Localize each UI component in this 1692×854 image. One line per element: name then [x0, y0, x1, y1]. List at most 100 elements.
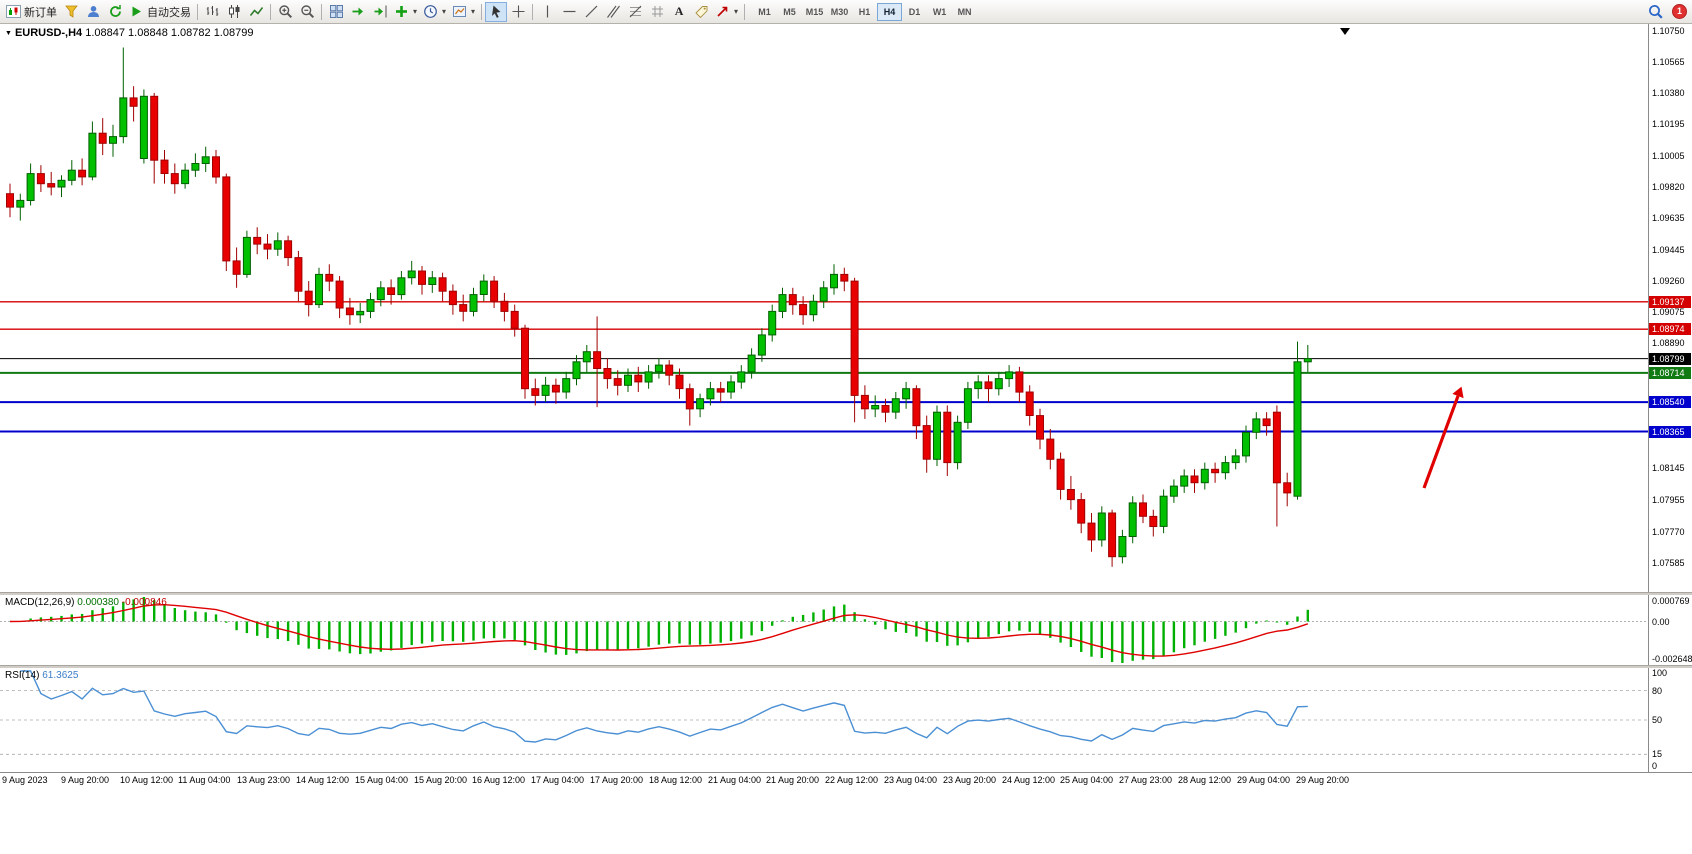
price-tick: 1.09445 — [1652, 245, 1685, 255]
time-axis-label: 17 Aug 20:00 — [590, 775, 644, 785]
line-chart-icon — [249, 7, 263, 16]
rsi-name: RSI(14) — [5, 670, 40, 681]
symbol-ohlc-line: EURUSD-,H4 1.08847 1.08848 1.08782 1.087… — [5, 27, 253, 39]
time-axis-label: 9 Aug 2023 — [2, 775, 48, 785]
search-icon — [1649, 4, 1663, 19]
macd-signal-value: -0.000846 — [121, 597, 167, 608]
crosshair-tool-button[interactable] — [507, 2, 529, 22]
timeframe-button-mn[interactable]: MN — [952, 3, 977, 21]
timeframe-button-m15[interactable]: M15 — [802, 3, 827, 21]
macd-pane[interactable]: MACD(12,26,9) 0.000380 -0.000846 — [0, 595, 1648, 665]
grid-shapes-icon — [651, 6, 663, 17]
search-button[interactable] — [1645, 2, 1667, 22]
macd-plot[interactable] — [0, 595, 1648, 665]
horizontal-line-icon — [563, 10, 576, 13]
rsi-row: RSI(14) 61.3625 100 80 50 15 0 — [0, 668, 1692, 772]
refresh-button[interactable] — [104, 2, 126, 22]
candlestick-chart-button[interactable] — [223, 2, 245, 22]
vertical-line-tool-button[interactable] — [536, 2, 558, 22]
time-axis[interactable]: 9 Aug 2023 9 Aug 20:00 10 Aug 12:00 11 Aug … — [0, 772, 1692, 788]
cursor-tool-button[interactable] — [485, 1, 508, 22]
price-tick: 1.09075 — [1652, 307, 1685, 317]
horizontal-line-tool-button[interactable] — [558, 2, 580, 22]
macd-label-line: MACD(12,26,9) 0.000380 -0.000846 — [5, 597, 167, 608]
candlestick-plot[interactable] — [0, 24, 1648, 592]
template-icon — [453, 6, 467, 17]
macd-scale[interactable]: 0.000769 0.00 -0.002648 — [1648, 595, 1692, 665]
macd-axis-min: -0.002648 — [1652, 654, 1692, 664]
toolbar-separator — [744, 3, 746, 20]
rsi-axis-label: 100 — [1652, 668, 1668, 678]
periods-button[interactable] — [420, 2, 449, 22]
zoom-out-button[interactable] — [296, 2, 318, 22]
macd-axis-max: 0.000769 — [1652, 596, 1690, 606]
bottom-blank-area — [0, 788, 1692, 854]
cursor-icon — [491, 5, 501, 18]
price-tick: 1.08890 — [1652, 338, 1685, 348]
chart-shift-button[interactable] — [369, 2, 391, 22]
bar-chart-icon — [206, 6, 218, 16]
profile-button[interactable] — [82, 2, 104, 22]
time-axis-label: 29 Aug 04:00 — [1237, 775, 1291, 785]
equidistant-channel-icon — [606, 5, 620, 18]
zoom-in-button[interactable] — [274, 2, 296, 22]
price-tick: 1.07770 — [1652, 527, 1685, 537]
time-axis-label: 14 Aug 12:00 — [296, 775, 350, 785]
timeframe-button-d1[interactable]: D1 — [902, 3, 927, 21]
panel-splitter[interactable] — [0, 665, 1692, 668]
time-axis-label: 9 Aug 20:00 — [61, 775, 110, 785]
trendline-icon — [585, 5, 597, 18]
macd-name: MACD(12,26,9) — [5, 597, 75, 608]
new-order-label: 新订单 — [24, 6, 57, 19]
label-tool-button[interactable] — [690, 2, 712, 22]
price-tick: 1.09820 — [1652, 182, 1685, 192]
timeframe-button-h1[interactable]: H1 — [852, 3, 877, 21]
clock-icon — [424, 5, 437, 18]
rsi-axis-label: 80 — [1652, 686, 1663, 696]
toolbar-separator — [197, 3, 198, 20]
rsi-pane[interactable]: RSI(14) 61.3625 — [0, 668, 1648, 772]
bar-chart-button[interactable] — [201, 2, 223, 22]
price-tick: 1.10380 — [1652, 88, 1685, 98]
timeframe-button-w1[interactable]: W1 — [927, 3, 952, 21]
templates-button[interactable] — [449, 2, 478, 22]
price-level-badge: 1.08799 — [1649, 353, 1691, 365]
price-tick: 1.10195 — [1652, 119, 1685, 129]
arrows-tool-button[interactable] — [712, 2, 741, 22]
new-order-button[interactable]: 新订单 — [3, 2, 60, 22]
rsi-scale[interactable]: 100 80 50 15 0 — [1648, 668, 1692, 772]
price-tick: 1.07585 — [1652, 558, 1685, 568]
shapes-tool-button[interactable] — [646, 2, 668, 22]
text-tool-button[interactable]: A — [668, 2, 690, 22]
autotrading-label: 自动交易 — [147, 6, 191, 19]
timeframe-button-m5[interactable]: M5 — [777, 3, 802, 21]
price-scale[interactable]: 1.10750 1.10565 1.10380 1.10195 1.10005 1.098… — [1648, 24, 1692, 592]
macd-main-value: 0.000380 — [77, 597, 119, 608]
timeframe-group: M1 M5 M15 M30 H1 H4 D1 W1 MN — [752, 2, 977, 21]
indicators-button[interactable] — [391, 2, 420, 22]
macd-row: MACD(12,26,9) 0.000380 -0.000846 0.00076… — [0, 595, 1692, 665]
symbol-title: EURUSD-,H4 — [14, 27, 83, 39]
time-axis-label: 11 Aug 04:00 — [178, 775, 231, 785]
main-chart-pane[interactable]: EURUSD-,H4 1.08847 1.08848 1.08782 1.087… — [0, 24, 1648, 592]
time-axis-label: 25 Aug 04:00 — [1060, 775, 1114, 785]
timeframe-button-h4[interactable]: H4 — [877, 2, 903, 21]
timeframe-button-m30[interactable]: M30 — [827, 3, 852, 21]
text-icon: A — [674, 4, 684, 18]
rsi-plot[interactable] — [0, 668, 1648, 772]
rsi-value: 61.3625 — [42, 670, 79, 681]
tile-windows-button[interactable] — [325, 2, 347, 22]
auto-scroll-button[interactable] — [347, 2, 369, 22]
notification-badge[interactable]: 1 — [1672, 4, 1687, 19]
price-tick: 1.10005 — [1652, 151, 1685, 161]
line-chart-button[interactable] — [245, 2, 267, 22]
channel-tool-button[interactable] — [602, 2, 624, 22]
timeframe-button-m1[interactable]: M1 — [752, 3, 777, 21]
panel-splitter[interactable] — [0, 592, 1692, 595]
market-watch-button[interactable] — [60, 2, 82, 22]
trendline-tool-button[interactable] — [580, 2, 602, 22]
autotrading-button[interactable]: 自动交易 — [126, 2, 194, 22]
fibonacci-tool-button[interactable] — [624, 2, 646, 22]
toolbar-separator — [481, 3, 483, 20]
